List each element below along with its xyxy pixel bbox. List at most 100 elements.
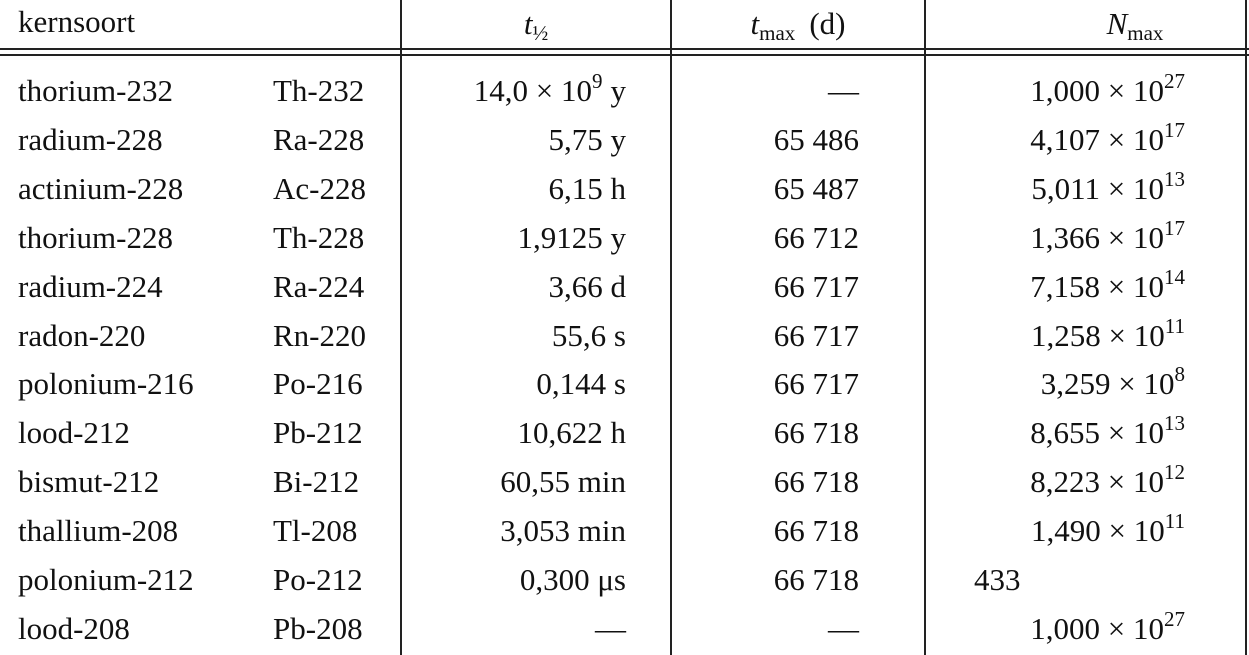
value-text: 1,258 × 10 bbox=[1031, 317, 1165, 353]
value-text: 433 bbox=[974, 562, 1021, 597]
column-rule bbox=[1245, 0, 1247, 655]
nuclide-symbol: Po-216 bbox=[273, 366, 363, 402]
half-life: 55,6 s bbox=[402, 312, 626, 360]
half-life: 3,053 min bbox=[402, 507, 626, 555]
t-max: — bbox=[828, 610, 859, 646]
value-text: 7,158 × 10 bbox=[1030, 268, 1164, 304]
t-max: 66 718 bbox=[773, 415, 859, 451]
nuclide-name: lood-212 bbox=[18, 415, 130, 451]
t-max: 66 718 bbox=[773, 562, 859, 597]
half-life: 0,144 s bbox=[402, 360, 626, 408]
exponent: 13 bbox=[1164, 166, 1185, 191]
value-text: 0,144 s bbox=[536, 366, 626, 402]
nuclide-name: thallium-208 bbox=[18, 513, 179, 549]
t-max: 66 717 bbox=[773, 366, 859, 402]
n-max: 3,259 × 108 bbox=[926, 360, 1185, 408]
t-max: — bbox=[828, 73, 859, 108]
nuclide-symbol: Pb-212 bbox=[273, 415, 363, 451]
half-life: — bbox=[402, 605, 626, 653]
symbol: t bbox=[523, 6, 533, 41]
exponent: 13 bbox=[1164, 411, 1185, 436]
value-text: 4,107 × 10 bbox=[1030, 121, 1164, 157]
symbol: N bbox=[1106, 6, 1128, 41]
n-max: 1,000 × 1027 bbox=[926, 605, 1185, 653]
exponent: 9 bbox=[592, 69, 603, 93]
value-text: 3,053 min bbox=[500, 513, 626, 549]
n-max: 8,223 × 1012 bbox=[926, 458, 1185, 506]
value-text: — bbox=[595, 610, 626, 646]
exponent: 8 bbox=[1174, 362, 1186, 387]
nuclide-symbol: Tl-208 bbox=[273, 513, 358, 549]
nuclide-symbol: Th-228 bbox=[273, 219, 365, 255]
nuclide-name: thorium-232 bbox=[18, 73, 173, 108]
header-rule bbox=[0, 48, 1249, 50]
nuclide-name: bismut-212 bbox=[18, 464, 160, 500]
value-text: 5,011 × 10 bbox=[1031, 170, 1164, 206]
t-max: 66 717 bbox=[773, 268, 859, 304]
value-text: 3,66 d bbox=[548, 268, 627, 304]
t-max: 66 717 bbox=[773, 317, 859, 353]
t-max: 66 712 bbox=[773, 219, 859, 255]
exponent: 27 bbox=[1164, 69, 1185, 93]
half-life: 5,75 y bbox=[402, 116, 627, 164]
exponent: 11 bbox=[1164, 509, 1185, 534]
n-max: 8,655 × 1013 bbox=[926, 409, 1185, 457]
value-text: 8,655 × 10 bbox=[1030, 415, 1164, 451]
half-life: 1,9125 y bbox=[402, 214, 627, 262]
value-text: 3,259 × 10 bbox=[1040, 366, 1175, 402]
value-text: 60,55 min bbox=[500, 464, 626, 500]
t-max: 65 487 bbox=[773, 170, 859, 206]
unit: y bbox=[610, 73, 627, 108]
value-text: 1,000 × 10 bbox=[1030, 610, 1164, 646]
exponent: 17 bbox=[1164, 117, 1185, 142]
nuclide-name: lood-208 bbox=[18, 610, 130, 646]
subscript: max bbox=[1127, 21, 1164, 45]
nuclide-name: polonium-212 bbox=[18, 562, 194, 597]
half-life: 3,66 d bbox=[402, 263, 627, 311]
value-text: 1,490 × 10 bbox=[1031, 513, 1165, 549]
column-rule bbox=[924, 0, 926, 655]
nuclide-name: polonium-216 bbox=[18, 366, 194, 402]
nuclide-symbol: Ra-228 bbox=[273, 121, 365, 157]
value-text: 8,223 × 10 bbox=[1030, 464, 1164, 500]
n-max: 433 bbox=[974, 556, 1021, 604]
value-text: 55,6 s bbox=[551, 317, 626, 353]
exponent: 11 bbox=[1164, 313, 1185, 338]
half-life: 0,300 μs bbox=[402, 556, 626, 604]
t-max: 65 486 bbox=[773, 121, 859, 157]
n-max: 1,258 × 1011 bbox=[926, 312, 1185, 360]
value-text: 1,000 × 10 bbox=[1030, 73, 1164, 108]
nuclide-symbol: Th-232 bbox=[273, 73, 365, 108]
nuclide-symbol: Ac-228 bbox=[273, 170, 366, 206]
n-max: 1,000 × 1027 bbox=[926, 67, 1185, 115]
exponent: 17 bbox=[1164, 215, 1185, 240]
unit: (d) bbox=[809, 6, 846, 41]
t-max: 66 718 bbox=[773, 513, 859, 549]
value-text: 1,9125 y bbox=[517, 219, 627, 255]
subscript: max bbox=[759, 21, 796, 45]
nuclide-symbol: Bi-212 bbox=[273, 464, 360, 500]
half-life: 6,15 h bbox=[402, 165, 627, 213]
nuclide-symbol: Pb-208 bbox=[273, 610, 363, 646]
n-max: 1,490 × 1011 bbox=[926, 507, 1185, 555]
n-max: 1,366 × 1017 bbox=[926, 214, 1185, 262]
column-rule bbox=[670, 0, 672, 655]
n-max: 7,158 × 1014 bbox=[926, 263, 1185, 311]
value-text: 5,75 y bbox=[548, 121, 627, 157]
nuclide-symbol: Ra-224 bbox=[273, 268, 365, 304]
half-life: 14,0 × 109 y bbox=[402, 67, 626, 115]
nuclide-name: radium-224 bbox=[18, 268, 163, 304]
n-max: 5,011 × 1013 bbox=[926, 165, 1185, 213]
nuclide-symbol: Rn-220 bbox=[273, 317, 366, 353]
symbol: t bbox=[750, 6, 760, 41]
value-text: 1,366 × 10 bbox=[1030, 219, 1164, 255]
header-n-max: Nmax bbox=[1035, 0, 1235, 48]
value-text: 6,15 h bbox=[548, 170, 627, 206]
half-life: 60,55 min bbox=[402, 458, 626, 506]
exponent: 14 bbox=[1164, 264, 1185, 289]
nuclide-name: thorium-228 bbox=[18, 219, 173, 255]
subscript: ½ bbox=[532, 21, 549, 45]
value-text: 10,622 h bbox=[517, 415, 627, 451]
n-max: 4,107 × 1017 bbox=[926, 116, 1185, 164]
